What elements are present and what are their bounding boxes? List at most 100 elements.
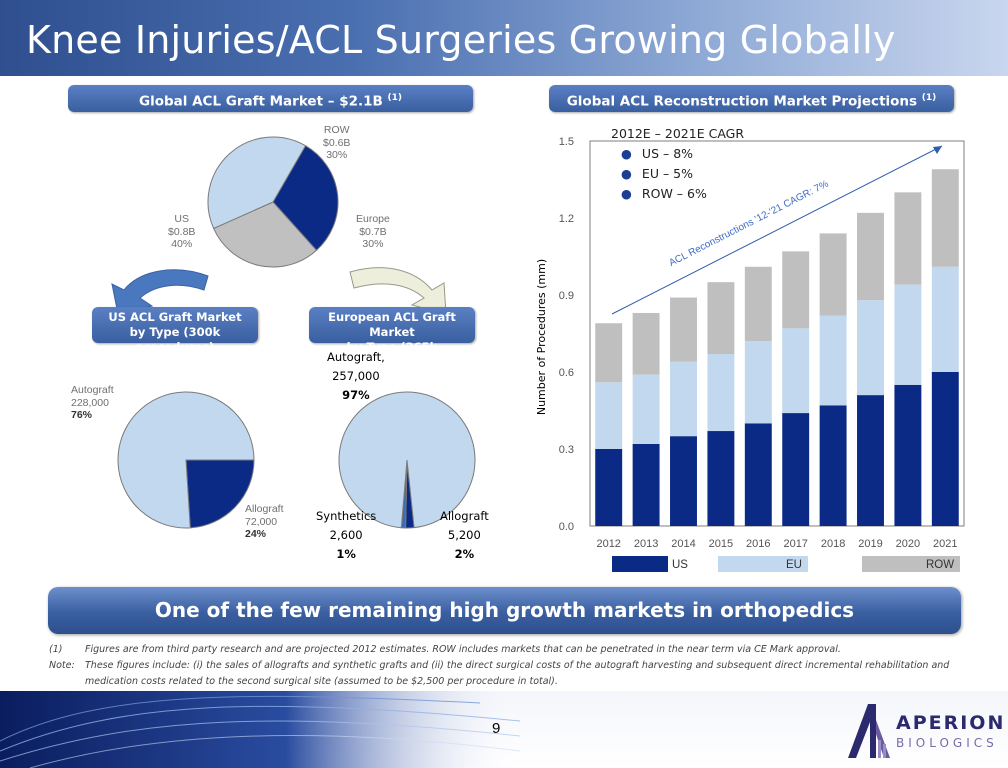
pie-label-row: ROW $0.6B 30% [323,124,350,162]
bar-eu-2020 [894,284,922,385]
pie-slice-autograft [338,391,476,529]
y-tick-label: 0.6 [559,367,574,379]
bar-eu-2013 [632,374,660,444]
decorative-swirl [0,691,520,768]
cagr-text: EU – 5% [641,166,693,181]
x-tick-label: 2015 [709,538,733,550]
page-number: 9 [492,720,501,737]
bar-us-2012 [595,449,623,526]
bar-eu-2018 [819,315,847,406]
y-tick-label: 0.3 [559,444,574,456]
europe-name: Europe [356,213,390,225]
x-tick-label: 2016 [746,538,770,550]
x-tick-label: 2017 [783,538,807,550]
allograft-pct: 2% [454,547,475,561]
x-tick-label: 2019 [858,538,882,550]
trend-arrow [611,145,943,315]
autograft-name: Autograft, [327,350,385,364]
chart-legend: US EU ROW [612,556,960,572]
bar-row-2014 [670,297,697,362]
cagr-text: US – 8% [641,146,694,161]
pie-slice-us [207,136,307,230]
bar-row-2019 [857,212,884,301]
bar-us-2021 [931,372,959,526]
us-pie-label-allograft: Allograft 72,000 24% [245,503,284,541]
note-text: These figures include: (i) the sales of … [85,660,950,687]
x-tick-label: 2012 [596,538,620,550]
legend-swatch-us [612,556,668,572]
row-pct: 30% [326,149,348,161]
eu-graft-market-header: European ACL Graft Market by Type (265k … [309,307,475,369]
bar-eu-2016 [744,341,772,424]
chart-ticks: 0.0 0.3 0.6 0.9 1.2 1.5 2012 2013 2014 2015 2016 20… [559,136,958,550]
synthetics-value: 2,600 [329,528,363,542]
footnote-1-key: (1) [49,644,63,655]
aperion-logo-icon [848,704,890,758]
bar-eu-2015 [707,354,735,432]
y-tick-label: 1.5 [559,136,574,148]
x-tick-label: 2014 [671,538,695,550]
legend-swatch-row [862,556,960,572]
eu-pie-label-synthetics: Synthetics 2,600 1% [316,507,376,564]
bar-us-2017 [782,413,810,526]
allograft-pct: 24% [245,528,267,540]
bar-row-2012 [595,323,623,383]
pie-slice-europe [212,201,318,268]
projections-header: Global ACL Reconstruction Market Project… [549,85,954,112]
bar-us-2020 [894,384,922,526]
header-text: Global ACL Reconstruction Market Project… [566,93,918,110]
cagr-box: 2012E – 2021E CAGR ● US – 8% ● EU – 5% ● RO… [611,124,744,204]
allograft-value: 5,200 [447,528,481,542]
eu-market-pie [338,391,476,529]
x-tick-label: 2021 [933,538,957,550]
bar-eu-2017 [782,328,810,414]
bar-us-2018 [819,405,847,526]
bar-eu-2012 [595,382,623,449]
pie-slice-row [272,145,339,252]
bar-eu-2019 [857,300,884,396]
eu-header-line1: European ACL Graft Market [328,310,456,339]
legend-swatch-eu [718,556,808,572]
y-tick-label: 1.2 [559,213,574,225]
logo-text-biologics: BIOLOGICS [896,736,998,750]
autograft-value: 228,000 [71,396,109,409]
pie-slice-autograft [117,391,255,529]
bar-row-2020 [894,192,922,285]
left-charts [111,136,476,529]
note-key: Note: [49,660,75,671]
bar-row-2021 [931,169,959,267]
us-pie-label-autograft: Autograft 228,000 76% [71,384,114,422]
eu-pie-label-allograft: Allograft 5,200 2% [440,507,489,564]
bar-row-2015 [707,282,735,355]
cagr-item-eu: ● EU – 5% [611,164,744,184]
bar-us-2014 [670,436,697,526]
eu-pie-label-autograft: Autograft, 257,000 97% [327,348,385,405]
bullet-icon: ● [621,186,632,201]
cagr-item-row: ● ROW – 6% [611,184,744,204]
bar-us-2016 [744,423,772,526]
chart-frame [589,140,965,527]
us-header-line1: US ACL Graft Market [108,310,242,324]
us-header-line2: by Type (300k procedures) [129,325,221,354]
autograft-pct: 97% [342,388,370,402]
bar-row-2017 [782,251,810,329]
y-tick-label: 0.0 [559,521,574,533]
bar-us-2015 [707,431,735,526]
synthetics-pct: 1% [336,547,356,561]
header-text: Global ACL Graft Market – $2.1B [139,93,383,110]
allograft-name: Allograft [440,509,489,523]
header-sup: (1) [921,93,937,103]
bar-row-2013 [632,312,660,375]
key-message-banner: One of the few remaining high growth mar… [48,587,961,634]
cagr-item-us: ● US – 8% [611,144,744,164]
y-axis-label: Number of Procedures (mm) [535,259,548,415]
us-graft-market-header: US ACL Graft Market by Type (300k proced… [92,307,258,354]
bullet-icon: ● [621,166,632,181]
autograft-pct: 76% [71,409,93,421]
title-bar [0,0,1008,76]
legend-label-row: ROW [926,559,954,571]
x-tick-label: 2018 [821,538,845,550]
us-market-pie [117,391,255,529]
trend-arrow-head-icon [933,146,942,154]
slide-title: Knee Injuries/ACL Surgeries Growing Glob… [26,18,896,62]
